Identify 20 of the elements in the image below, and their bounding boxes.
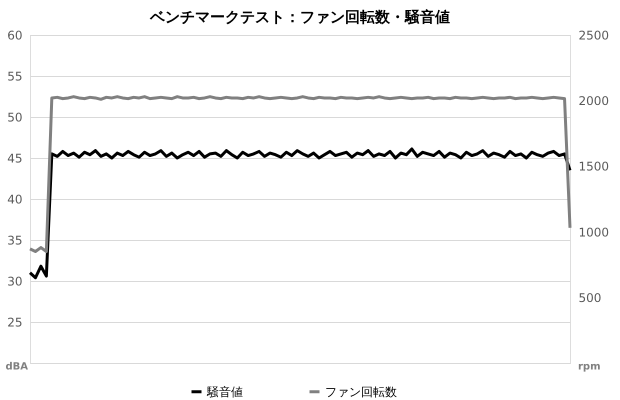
y-axis-title: dBA <box>6 362 28 372</box>
y-tick-label: 45 <box>7 152 22 166</box>
chart-title: ベンチマークテスト：ファン回転数・騒音値 <box>149 8 450 26</box>
y-tick-label: 55 <box>7 70 22 84</box>
y-tick-label: 40 <box>7 192 22 206</box>
y2-tick-label: 1000 <box>578 225 610 240</box>
y-tick-label: 50 <box>7 110 22 124</box>
y2-axis-title: rpm <box>578 362 600 372</box>
y2-tick-label: 1500 <box>578 160 610 174</box>
y-tick-label: 60 <box>7 28 22 42</box>
line-series <box>28 147 572 280</box>
legend-label: ファン回転数 <box>325 384 397 399</box>
legend-label: 騒音値 <box>206 384 243 399</box>
y-tick-label: 35 <box>7 234 22 248</box>
y-tick-label: 25 <box>7 316 22 330</box>
y2-tick-label: 500 <box>578 290 602 305</box>
y-tick-label: 30 <box>7 274 22 288</box>
line-series <box>28 95 572 253</box>
y2-tick-label: 2500 <box>578 28 610 42</box>
y2-tick-label: 2000 <box>578 94 610 108</box>
